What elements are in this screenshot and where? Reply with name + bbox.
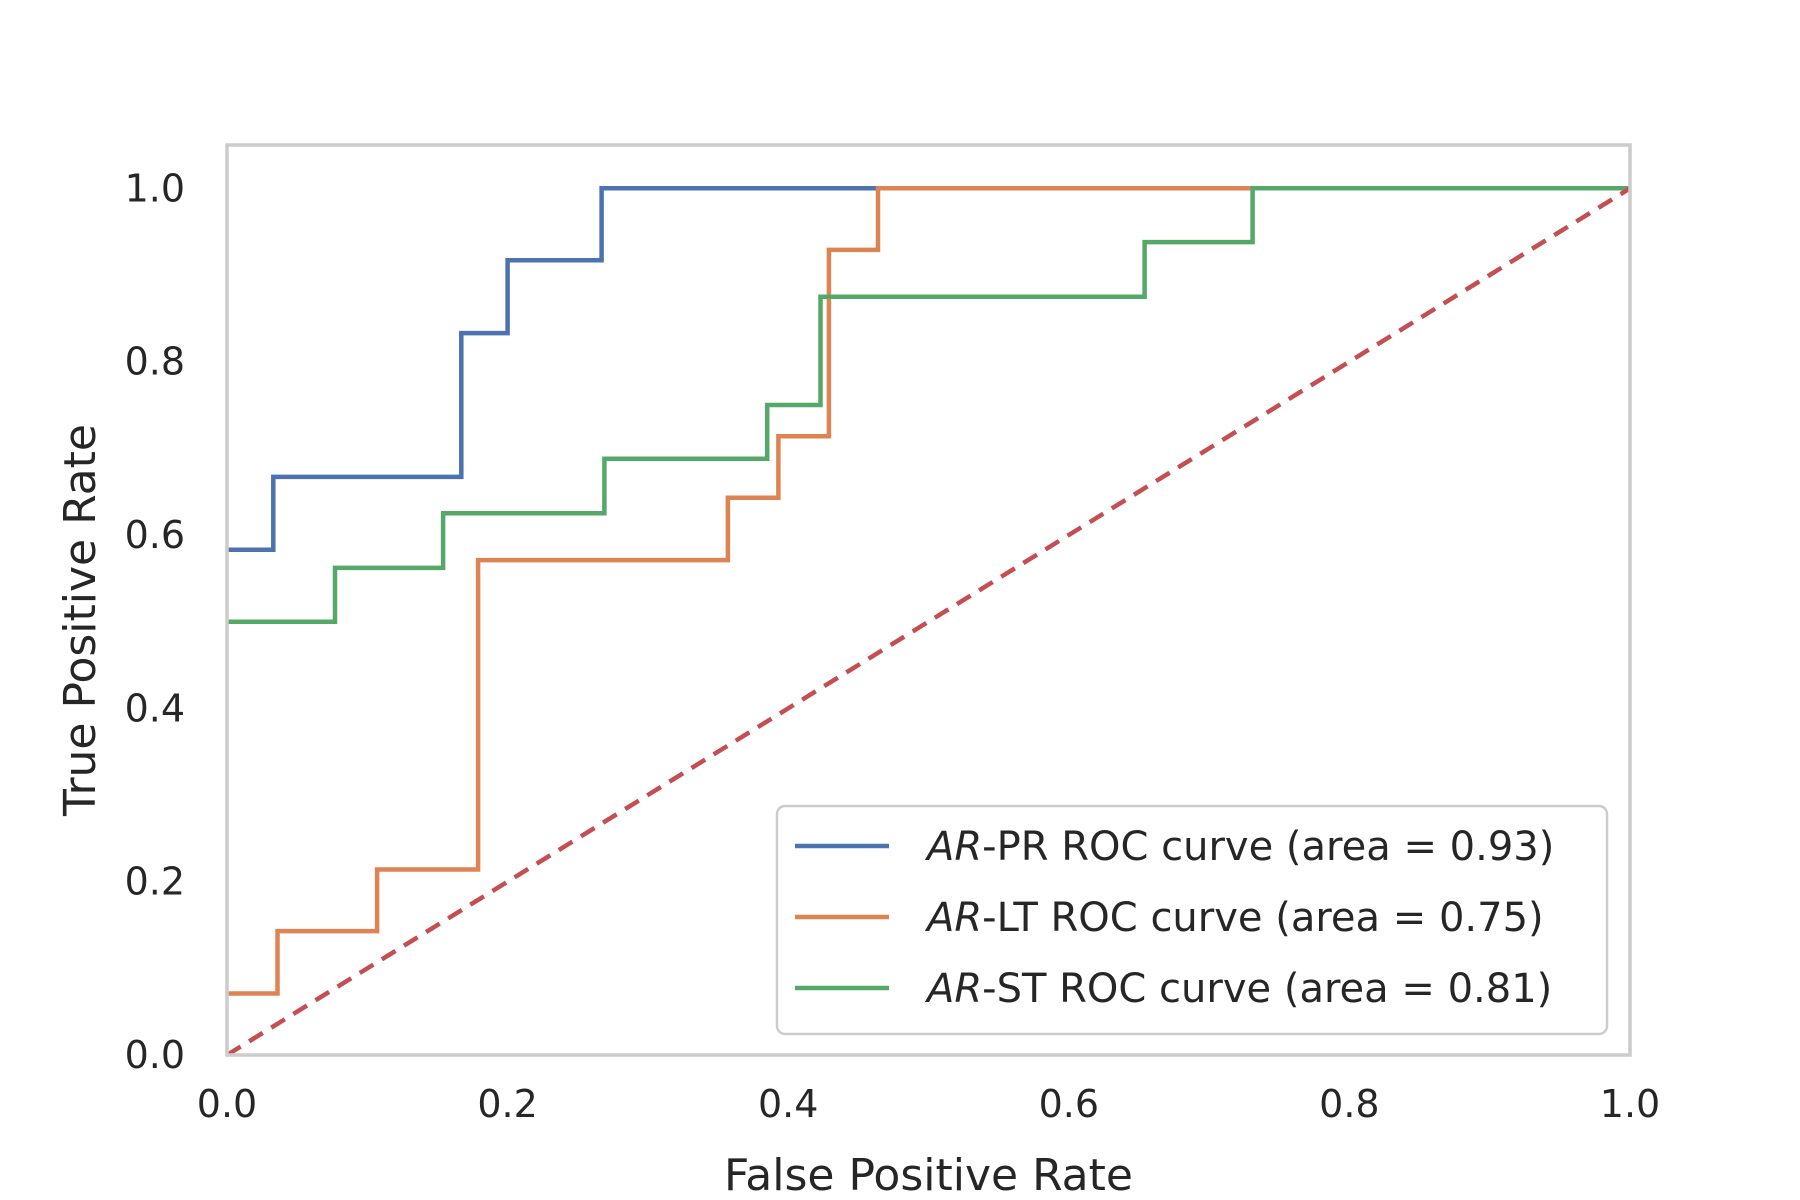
x-tick-label: 1.0 — [1600, 1082, 1660, 1126]
legend: AR-PR ROC curve (area = 0.93)AR-LT ROC c… — [775, 804, 1609, 1036]
x-tick-label: 0.0 — [197, 1082, 257, 1126]
y-tick-label: 0.4 — [125, 686, 185, 730]
legend-entry-2: AR-LT ROC curve (area = 0.75) — [924, 895, 1544, 941]
series-line-1 — [227, 186, 1630, 552]
y-tick-label: 0.0 — [125, 1033, 185, 1077]
axes-frame — [225, 143, 1632, 1057]
legend-entry-text: -PR ROC curve (area = 0.93) — [982, 824, 1554, 870]
x-tick-label: 0.6 — [1039, 1082, 1099, 1126]
legend-entry-text: -ST ROC curve (area = 0.81) — [982, 966, 1552, 1012]
x-tick-label: 0.2 — [477, 1082, 537, 1126]
series-line-2 — [227, 186, 1630, 996]
y-tick-label: 0.8 — [125, 340, 185, 384]
x-tick-label: 0.8 — [1319, 1082, 1379, 1126]
y-tick-label: 0.6 — [125, 513, 185, 557]
legend-entry-prefix: AR — [924, 824, 982, 870]
legend-entry-3: AR-ST ROC curve (area = 0.81) — [924, 966, 1552, 1012]
legend-entry-prefix: AR — [924, 895, 982, 941]
curves-layer — [225, 186, 1632, 1057]
x-axis-ticks: 0.0 0.2 0.4 0.6 0.8 1.0 — [197, 1082, 1660, 1126]
legend-entry-text: -LT ROC curve (area = 0.75) — [982, 895, 1543, 941]
y-tick-label: 0.2 — [125, 860, 185, 904]
chance-reference-line — [225, 186, 1632, 1057]
y-axis-label: True Positive Rate — [55, 424, 106, 817]
legend-box — [775, 804, 1609, 1036]
series-line-3 — [227, 186, 1630, 624]
x-axis-label: False Positive Rate — [724, 1150, 1133, 1200]
legend-entry-1: AR-PR ROC curve (area = 0.93) — [924, 824, 1554, 870]
legend-entry-prefix: AR — [924, 966, 982, 1012]
y-axis-ticks: 0.0 0.2 0.4 0.6 0.8 1.0 — [125, 166, 185, 1077]
x-tick-label: 0.4 — [758, 1082, 818, 1126]
plot-frame — [225, 143, 1632, 1057]
y-tick-label: 1.0 — [125, 166, 185, 210]
